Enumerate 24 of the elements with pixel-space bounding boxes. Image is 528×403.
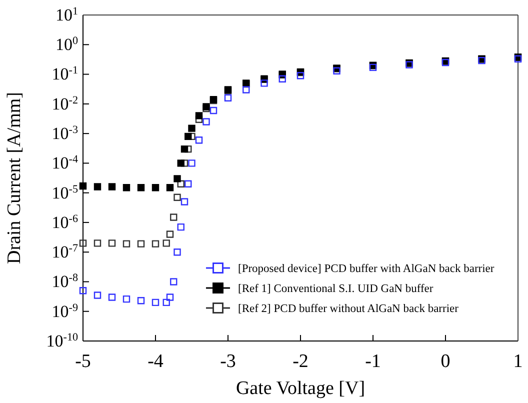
legend-label: [Ref 2] PCD buffer without AlGaN back barrier [238,303,459,316]
y-tick-label: 10$^{-2}$ [52,94,78,114]
y-tick-label: 10$^{-6}$ [52,212,78,232]
y-tick-label: 10$^{-7}$ [52,242,78,262]
x-tick-label: -4 [148,350,164,372]
y-tick-label: 10$^{-8}$ [52,272,78,292]
x-tick-label: -2 [292,350,308,372]
x-tick-label: 0 [440,350,450,372]
x-tick-label: 1 [513,350,523,372]
y-tick-label: 10$^{-5}$ [52,183,78,202]
legend-label: [Proposed device] PCD buffer with AlGaN back barrier [238,263,494,276]
legend-label: [Ref 1] Conventional S.I. UID GaN buffer [238,283,434,296]
y-tick-label: 10$^{0}$ [55,35,78,54]
y-tick-label: 10$^{-10}$ [46,331,78,350]
y-tick-label: 10$^{-4}$ [52,154,78,173]
y-tick-label: 10$^{-1}$ [52,64,78,84]
y-axis-title: Drain Current [A/mm] [4,92,25,264]
x-tick-label: -3 [220,350,236,372]
x-axis-title: Gate Voltage [V] [236,378,366,399]
y-tick-label: 10$^{1}$ [55,5,78,24]
x-tick-label: -1 [365,350,381,372]
y-tick-label: 10$^{-9}$ [52,302,78,321]
x-tick-label: -5 [75,350,91,372]
y-tick-label: 10$^{-3}$ [52,124,78,143]
